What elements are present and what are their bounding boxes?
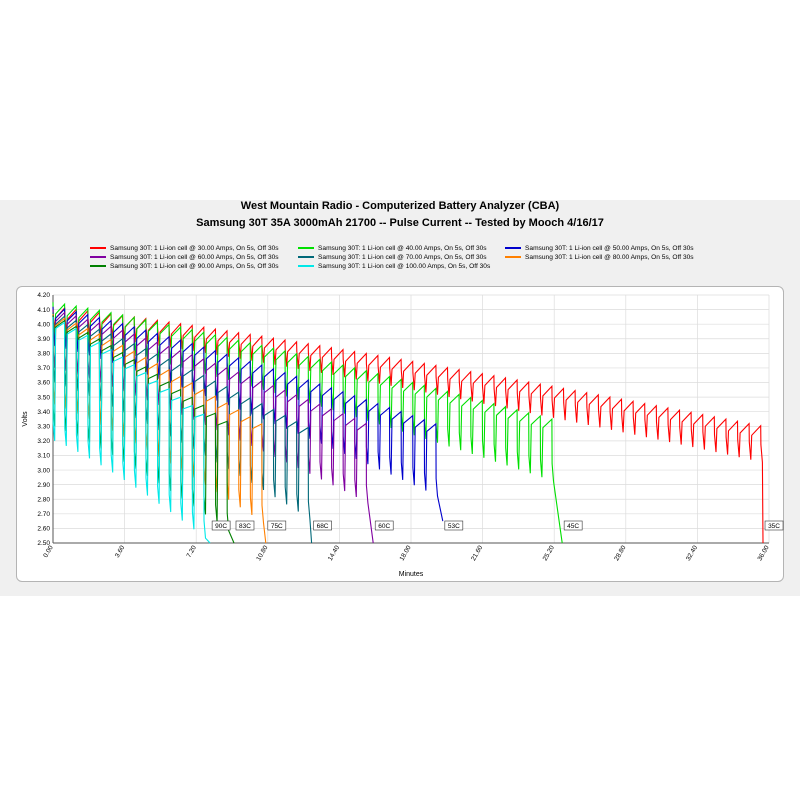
end-temperature-label: 60C [378,523,390,530]
y-tick-label: 2.70 [37,511,50,518]
end-temperature-label: 68C [317,523,329,530]
legend-item: Samsung 30T: 1 Li-ion cell @ 40.00 Amps,… [298,244,487,253]
legend-label: Samsung 30T: 1 Li-ion cell @ 50.00 Amps,… [525,245,694,252]
chart-subtitle: Samsung 30T 35A 3000mAh 21700 -- Pulse C… [196,217,604,229]
legend-item: Samsung 30T: 1 Li-ion cell @ 100.00 Amps… [298,262,490,271]
y-tick-label: 3.30 [37,423,50,430]
end-label-box [444,520,464,531]
end-temperature-label: 45C [567,523,579,530]
plot-area-frame [16,286,784,582]
x-tick-label: 21.60 [470,544,484,562]
end-label-box [267,520,287,531]
legend-label: Samsung 30T: 1 Li-ion cell @ 80.00 Amps,… [525,254,694,261]
y-tick-label: 4.20 [37,292,50,299]
end-temperature-label: 83C [239,523,251,530]
x-axis-title: Minutes [399,571,424,578]
y-tick-label: 4.00 [37,321,50,328]
legend-label: Samsung 30T: 1 Li-ion cell @ 90.00 Amps,… [110,263,279,270]
y-tick-label: 3.80 [37,351,50,358]
x-tick-label: 18.00 [399,544,413,562]
legend-item: Samsung 30T: 1 Li-ion cell @ 50.00 Amps,… [505,244,694,253]
y-tick-label: 2.50 [37,540,50,547]
x-tick-label: 32.40 [685,544,699,562]
legend-swatch [298,256,314,259]
x-tick-label: 14.40 [327,544,341,562]
legend-label: Samsung 30T: 1 Li-ion cell @ 70.00 Amps,… [318,254,487,261]
x-tick-label: 7.20 [186,544,199,559]
chart-title: West Mountain Radio - Computerized Batte… [240,200,560,212]
y-tick-label: 2.90 [37,482,50,489]
end-label-box [211,520,231,531]
end-temperature-label: 53C [448,523,460,530]
legend-item: Samsung 30T: 1 Li-ion cell @ 90.00 Amps,… [90,262,279,271]
end-temperature-label: 75C [271,523,283,530]
y-tick-label: 3.40 [37,409,50,416]
y-axis-title: Volts [22,411,29,427]
legend-label: Samsung 30T: 1 Li-ion cell @ 60.00 Amps,… [110,254,279,261]
y-tick-label: 3.50 [37,394,50,401]
legend-swatch [298,265,314,268]
x-tick-label: 25.20 [542,544,556,562]
end-label-box [764,520,784,531]
y-tick-label: 3.10 [37,453,50,460]
y-tick-label: 2.80 [37,496,50,503]
x-tick-label: 3.60 [114,544,127,559]
legend-label: Samsung 30T: 1 Li-ion cell @ 30.00 Amps,… [110,245,279,252]
end-label-box [563,520,583,531]
y-tick-label: 2.60 [37,526,50,533]
y-tick-label: 3.70 [37,365,50,372]
legend-swatch [298,247,314,250]
end-label-box [313,520,332,531]
series-line [52,312,313,544]
series-line [52,316,211,544]
legend-swatch [505,247,521,250]
end-label-box [374,520,394,531]
y-tick-label: 3.20 [37,438,50,445]
legend-swatch [90,256,106,259]
series-line [52,315,235,544]
y-tick-label: 3.90 [37,336,50,343]
legend-swatch [90,247,106,250]
legend-label: Samsung 30T: 1 Li-ion cell @ 40.00 Amps,… [318,245,487,252]
end-label-box [235,520,255,531]
legend-item: Samsung 30T: 1 Li-ion cell @ 70.00 Amps,… [298,253,487,262]
y-tick-label: 4.10 [37,307,50,314]
y-tick-label: 3.00 [37,467,50,474]
end-temperature-label: 35C [768,523,780,530]
end-temperature-label: 90C [215,523,227,530]
legend-label: Samsung 30T: 1 Li-ion cell @ 100.00 Amps… [318,263,491,270]
legend-item: Samsung 30T: 1 Li-ion cell @ 30.00 Amps,… [90,244,279,253]
x-tick-label: 36.00 [757,544,771,562]
legend-swatch [505,256,521,259]
x-tick-label: 28.80 [613,544,627,562]
x-tick-label: 10.80 [255,544,269,562]
legend-item: Samsung 30T: 1 Li-ion cell @ 80.00 Amps,… [505,253,694,262]
legend-swatch [90,265,106,268]
legend-item: Samsung 30T: 1 Li-ion cell @ 60.00 Amps,… [90,253,279,262]
y-tick-label: 3.60 [37,380,50,387]
